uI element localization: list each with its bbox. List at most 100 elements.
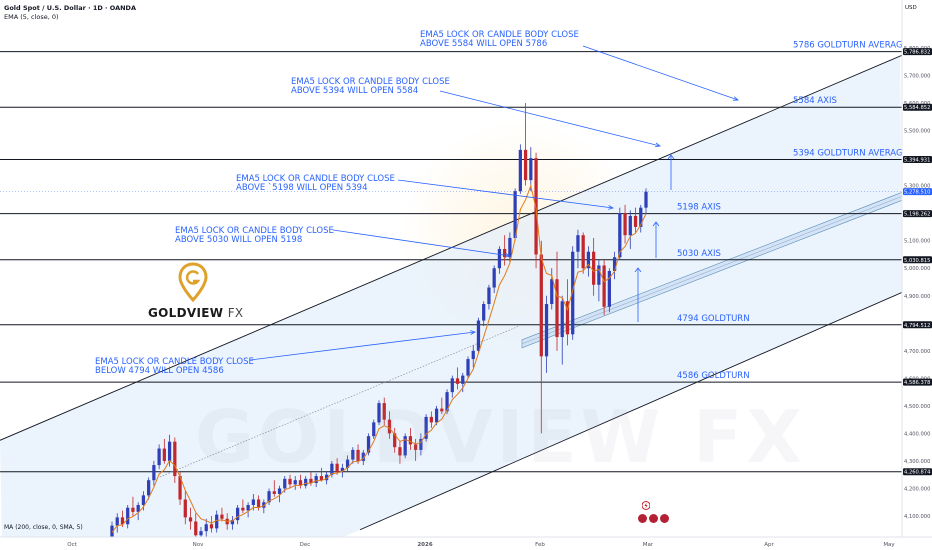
candle[interactable] (602, 259, 606, 316)
candle[interactable] (194, 513, 198, 543)
price-tag[interactable]: 5,394.931 (903, 156, 932, 164)
up-arrow[interactable] (652, 221, 660, 258)
candle[interactable] (293, 476, 297, 490)
candle[interactable] (382, 397, 386, 426)
candle[interactable] (607, 268, 611, 313)
candle[interactable] (241, 499, 245, 514)
candle[interactable] (398, 441, 402, 464)
candle[interactable] (414, 438, 418, 461)
us-flag-icon[interactable] (660, 514, 669, 523)
us-flag-icon[interactable] (638, 514, 647, 523)
price-tag[interactable]: 4,794.512 (903, 321, 932, 329)
candle[interactable] (471, 345, 475, 368)
candle[interactable] (623, 204, 627, 244)
price-tag[interactable]: 5,584.852 (903, 103, 932, 112)
candle[interactable] (351, 447, 355, 464)
candle[interactable] (267, 488, 271, 505)
candle[interactable] (450, 375, 454, 398)
candle[interactable] (639, 204, 643, 233)
candle[interactable] (173, 437, 177, 483)
candle[interactable] (246, 502, 250, 518)
candle[interactable] (544, 295, 549, 373)
channel-upper-line[interactable] (0, 54, 902, 441)
candle[interactable] (236, 504, 240, 525)
candle[interactable] (644, 188, 648, 214)
candle[interactable] (592, 237, 596, 296)
candle[interactable] (230, 516, 235, 530)
candle[interactable] (314, 473, 318, 488)
candle[interactable] (147, 477, 151, 500)
candle[interactable] (356, 444, 360, 464)
candle[interactable] (277, 485, 282, 503)
candle[interactable] (628, 210, 632, 249)
candle[interactable] (319, 467, 324, 482)
candle[interactable] (539, 240, 543, 434)
candle[interactable] (335, 458, 339, 475)
price-tag[interactable]: 5,278.510 (903, 188, 932, 196)
price-tag[interactable]: 5,030.815 (903, 256, 932, 264)
candle[interactable] (518, 144, 522, 194)
candle[interactable] (581, 232, 585, 274)
candle[interactable] (372, 419, 376, 439)
candle[interactable] (340, 463, 344, 478)
candle[interactable] (393, 427, 397, 453)
candle[interactable] (330, 460, 334, 478)
candle[interactable] (513, 188, 517, 241)
candle[interactable] (183, 491, 187, 525)
candle[interactable] (188, 507, 193, 530)
candle[interactable] (555, 251, 559, 351)
candle[interactable] (288, 474, 292, 489)
candle[interactable] (565, 279, 570, 346)
candle[interactable] (131, 496, 135, 516)
ma-indicator-legend[interactable]: MA (200, close, 0, SMA, 5) (4, 524, 83, 531)
candle[interactable] (476, 317, 481, 354)
candle[interactable] (298, 474, 303, 489)
candle[interactable] (586, 246, 591, 277)
ema-indicator-legend[interactable]: EMA (5, close, 0) (4, 13, 59, 21)
candle[interactable] (136, 502, 140, 521)
price-tag[interactable]: 4,586.378 (903, 378, 932, 387)
candle[interactable] (157, 444, 161, 470)
candle[interactable] (429, 411, 433, 428)
candle[interactable] (576, 229, 580, 269)
candle[interactable] (482, 301, 486, 327)
candle[interactable] (434, 405, 439, 426)
candle[interactable] (403, 433, 407, 459)
candle[interactable] (571, 246, 575, 340)
candle[interactable] (209, 516, 214, 533)
candle[interactable] (492, 265, 496, 294)
candle[interactable] (503, 235, 507, 266)
candle[interactable] (152, 460, 156, 486)
candle[interactable] (345, 455, 350, 472)
candle[interactable] (220, 507, 224, 522)
price-tag[interactable]: 4,260.874 (903, 468, 932, 476)
price-tag[interactable]: 5,198.262 (903, 210, 932, 218)
candle[interactable] (204, 518, 208, 538)
candle[interactable] (612, 251, 617, 280)
candle[interactable] (508, 232, 512, 263)
candle[interactable] (272, 480, 276, 497)
candle[interactable] (597, 259, 601, 302)
candle[interactable] (387, 411, 392, 439)
candle[interactable] (466, 356, 470, 379)
candle[interactable] (497, 246, 502, 274)
candle[interactable] (529, 147, 533, 192)
ema5-line[interactable] (111, 184, 647, 533)
price-axis[interactable]: 4,100.000 4,200.000 4,300.000 4,400.000 4,50… (901, 0, 932, 550)
candle[interactable] (440, 397, 444, 415)
us-flag-icon[interactable] (649, 514, 658, 523)
candle[interactable] (126, 504, 130, 529)
candle[interactable] (162, 438, 166, 464)
candle[interactable] (633, 207, 638, 233)
candle[interactable] (455, 367, 460, 390)
candle[interactable] (377, 400, 381, 426)
candle[interactable] (424, 414, 428, 442)
candle[interactable] (419, 433, 423, 456)
up-arrow[interactable] (667, 154, 675, 190)
symbol-title[interactable]: Gold Spot / U.S. Dollar · 1D · OANDA (4, 4, 136, 12)
